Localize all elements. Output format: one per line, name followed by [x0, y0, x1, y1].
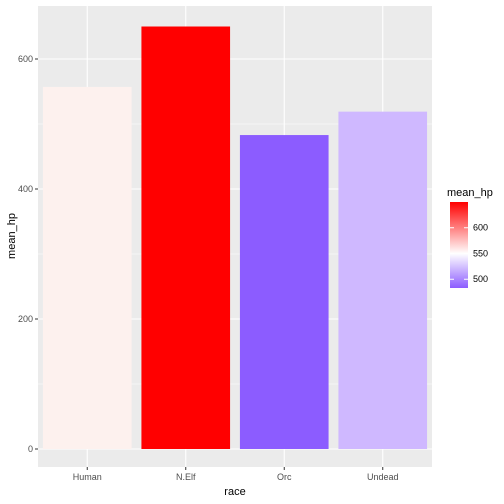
x-axis: Human N.Elf Orc Undead: [73, 467, 399, 482]
y-tick-label: 600: [18, 54, 33, 64]
x-axis-title: race: [224, 486, 245, 498]
x-tick-label: Undead: [367, 472, 399, 482]
x-tick-label: Human: [73, 472, 102, 482]
y-axis: 0 200 400 600: [18, 54, 38, 454]
bar-orc: [239, 135, 329, 450]
legend-colorbar: [450, 202, 468, 288]
legend-title: mean_hp: [447, 187, 493, 199]
legend-tick-label: 550: [473, 248, 488, 258]
legend-ticks: 500 550 600: [450, 223, 488, 284]
x-tick-label: N.Elf: [176, 472, 196, 482]
bar-n-elf: [141, 26, 231, 449]
y-tick-label: 200: [18, 314, 33, 324]
legend-tick-label: 500: [473, 274, 488, 284]
x-tick-label: Orc: [277, 472, 292, 482]
bar-human: [42, 86, 132, 449]
legend-tick-label: 600: [473, 223, 488, 233]
bar-undead: [338, 111, 428, 450]
y-axis-title: mean_hp: [6, 213, 18, 259]
legend: mean_hp 500 550 600: [447, 187, 493, 288]
y-tick-label: 0: [28, 444, 33, 454]
y-tick-label: 400: [18, 184, 33, 194]
bars: [42, 26, 428, 450]
